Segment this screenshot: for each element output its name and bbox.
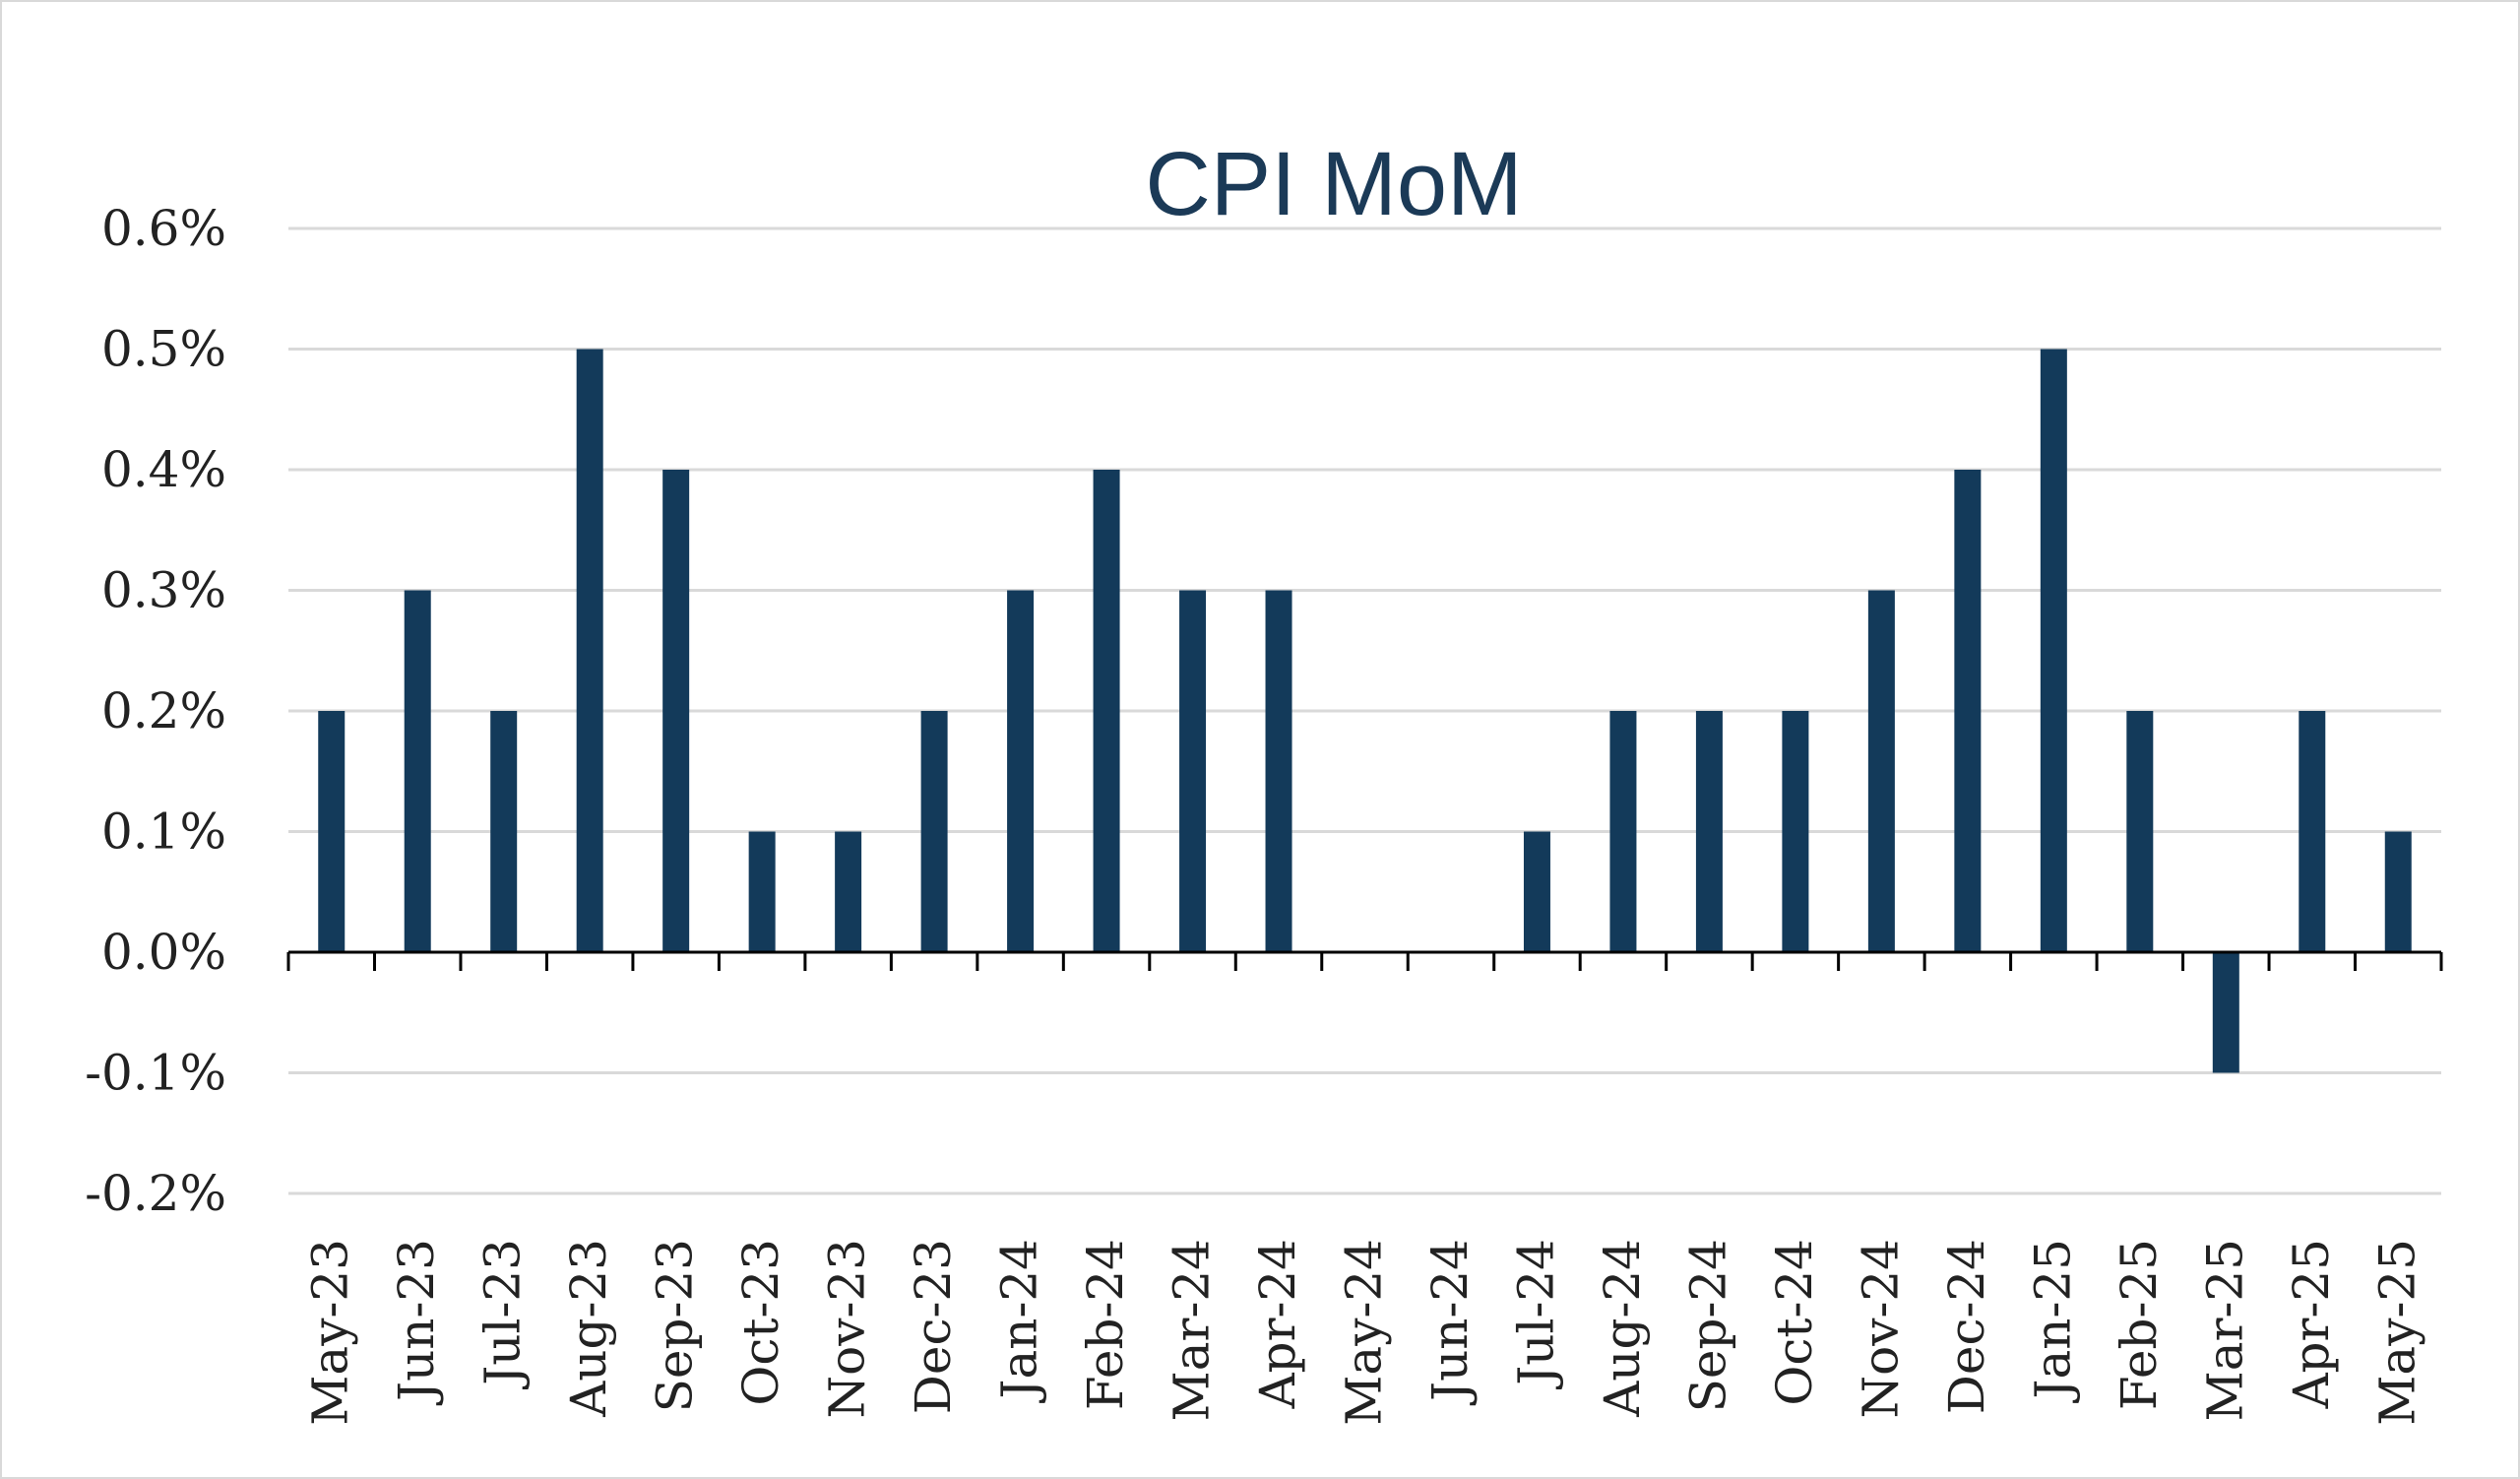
x-tick-label: May-25 [2368,1239,2426,1426]
x-tick-label: Jun-23 [388,1239,445,1406]
bar-dec-23 [920,711,948,952]
bar-mar-24 [1179,590,1207,952]
bar-nov-23 [835,831,862,952]
x-tick-label: Aug-23 [560,1239,617,1418]
x-tick-label: Apr-25 [2283,1239,2340,1410]
y-tick-label: 0.6% [101,200,226,257]
x-tick-label: Aug-24 [1594,1239,1651,1418]
x-tick-label: Mar-25 [2196,1239,2253,1421]
x-axis-tick-labels: May-23 Jun-23 Jul-23 Aug-23 Sep-23 Oct-23 Nov-… [302,1239,2426,1426]
x-tick-label: Sep-24 [1679,1239,1736,1412]
x-tick-label: Dec-23 [905,1239,962,1414]
bar-may-23 [318,711,346,952]
bar-apr-25 [2299,711,2326,952]
bar-aug-24 [1609,711,1637,952]
bar-jun-23 [404,590,431,952]
x-tick-label: Sep-23 [647,1239,704,1412]
bar-sep-23 [662,470,690,952]
x-tick-label: Jun-24 [1421,1239,1479,1406]
bar-sep-24 [1695,711,1723,952]
x-tick-label: Nov-24 [1852,1239,1909,1419]
x-tick-label: Oct-24 [1766,1239,1823,1406]
y-tick-label: 0.0% [101,924,226,981]
bar-feb-24 [1093,470,1120,952]
bar-mar-25 [2212,952,2239,1073]
x-tick-label: Nov-23 [819,1239,876,1419]
x-tick-label: May-24 [1336,1239,1393,1426]
bar-apr-24 [1265,590,1292,952]
y-tick-label: -0.1% [85,1045,226,1102]
bar-dec-24 [1954,470,1982,952]
x-tick-label: May-23 [302,1239,359,1426]
x-tick-label: Dec-24 [1938,1239,1995,1414]
x-tick-label: Jan-24 [991,1239,1048,1404]
x-tick-label: Feb-25 [2110,1239,2168,1410]
x-tick-label: Oct-23 [732,1239,789,1406]
bar-aug-23 [576,349,603,952]
y-tick-label: 0.4% [101,441,226,498]
gridlines [288,226,2441,1195]
y-tick-label: 0.1% [101,804,226,861]
bar-jan-24 [1007,590,1035,952]
x-tick-label: Jul-24 [1507,1239,1564,1390]
bar-jul-24 [1523,831,1550,952]
x-tick-label: Jul-23 [474,1239,532,1390]
x-tick-label: Feb-24 [1077,1239,1134,1410]
y-axis-tick-labels: 0.6% 0.5% 0.4% 0.3% 0.2% 0.1% 0.0% -0.1% -0.2% [85,200,226,1222]
x-axis [286,950,2443,971]
bar-feb-25 [2126,711,2154,952]
bar-oct-23 [748,831,776,952]
y-tick-label: 0.5% [101,321,226,378]
x-tick-label: Jan-25 [2024,1239,2081,1404]
bar-jul-23 [490,711,518,952]
bars [318,349,2412,1073]
y-tick-label: -0.2% [85,1165,226,1222]
bar-may-25 [2384,831,2412,952]
x-tick-label: Mar-24 [1164,1239,1221,1421]
bar-nov-24 [1867,590,1895,952]
y-tick-label: 0.2% [101,682,226,740]
x-tick-label: Apr-24 [1249,1239,1306,1410]
y-tick-label: 0.3% [101,562,226,619]
bar-oct-24 [1782,711,1809,952]
bar-jan-25 [2040,349,2067,952]
chart-title: CPI MoM [1145,134,1522,234]
